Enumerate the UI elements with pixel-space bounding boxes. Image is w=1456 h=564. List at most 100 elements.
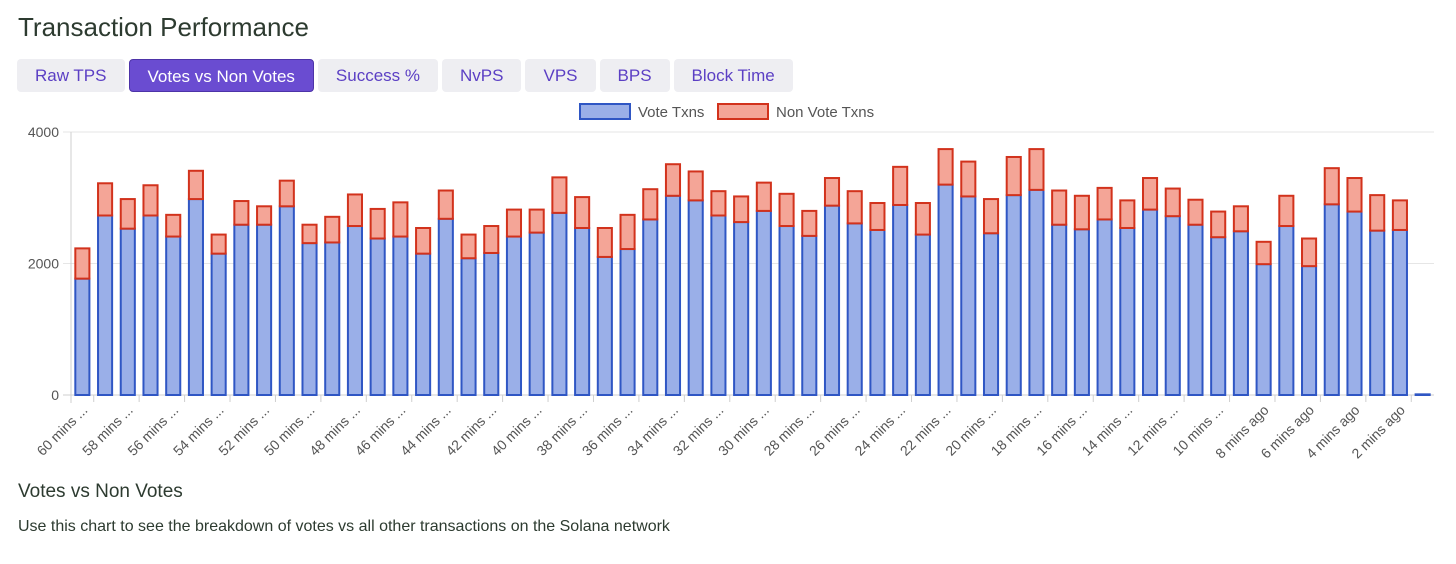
bar-non-vote-txns — [755, 181, 772, 212]
bar-non-vote-txns — [1187, 198, 1204, 226]
bar-vote-txns — [1301, 265, 1318, 396]
tab-bps[interactable]: BPS — [599, 59, 670, 92]
section-title: Votes vs Non Votes — [18, 481, 183, 502]
bar-vote-txns — [1323, 203, 1340, 396]
bar-non-vote-txns — [1255, 240, 1272, 266]
bar-non-vote-txns — [1119, 199, 1136, 229]
bar-vote-txns — [1278, 225, 1295, 396]
bar-non-vote-txns — [1323, 167, 1340, 206]
bar-non-vote-txns — [960, 160, 977, 198]
bar-vote-txns — [324, 241, 341, 396]
bar-vote-txns — [1391, 228, 1408, 396]
bar-vote-txns — [437, 217, 454, 397]
bar-non-vote-txns — [1164, 187, 1181, 218]
bar-non-vote-txns — [914, 202, 931, 236]
bar-non-vote-txns — [369, 207, 386, 240]
legend-swatch-vote-txns — [579, 103, 631, 120]
bar-vote-txns — [483, 251, 500, 396]
y-tick-label: 2000 — [28, 256, 59, 272]
bar-vote-txns — [1141, 208, 1159, 396]
bar-non-vote-txns — [1369, 194, 1386, 232]
bar-vote-txns — [119, 227, 136, 396]
bar-vote-txns — [1164, 215, 1181, 396]
bar-non-vote-txns — [74, 247, 91, 280]
bar-vote-txns — [982, 232, 1000, 396]
bar-non-vote-txns — [97, 182, 114, 217]
bar-vote-txns — [778, 225, 795, 396]
bar-vote-txns — [74, 277, 91, 396]
bar-non-vote-txns — [642, 188, 659, 221]
bar-vote-txns — [1005, 194, 1022, 397]
section-description: Use this chart to see the breakdown of v… — [18, 518, 670, 535]
tab-raw-tps[interactable]: Raw TPS — [17, 59, 125, 92]
bar-non-vote-txns — [1301, 237, 1318, 268]
bar-non-vote-txns — [392, 201, 409, 238]
chart-tabs: Raw TPS Votes vs Non Votes Success % NvP… — [17, 59, 793, 92]
tab-votes-vs-non-votes[interactable]: Votes vs Non Votes — [128, 59, 314, 92]
bar-non-vote-txns — [301, 223, 318, 245]
bar-vote-txns — [801, 234, 818, 396]
bar-vote-txns — [710, 214, 727, 396]
bar-non-vote-txns — [483, 225, 500, 254]
bar-non-vote-txns — [551, 176, 568, 214]
bar-vote-txns — [664, 194, 682, 396]
bar-vote-txns — [1346, 210, 1363, 397]
bar-non-vote-txns — [505, 208, 523, 238]
bar-vote-txns — [233, 223, 250, 396]
bar-non-vote-txns — [278, 179, 295, 208]
tab-block-time[interactable]: Block Time — [673, 59, 793, 92]
tab-success-percent[interactable]: Success % — [317, 59, 439, 92]
bar-vote-txns — [1232, 230, 1249, 396]
bar-vote-txns — [1073, 228, 1090, 396]
bar-vote-txns — [301, 242, 318, 396]
tab-vps[interactable]: VPS — [525, 59, 596, 92]
bar-vote-txns — [846, 222, 863, 396]
bar-non-vote-txns — [710, 190, 727, 217]
bar-non-vote-txns — [119, 198, 136, 230]
bar-vote-txns — [278, 205, 295, 396]
bar-non-vote-txns — [574, 196, 591, 229]
bar-non-vote-txns — [256, 205, 273, 226]
bar-non-vote-txns — [1096, 186, 1113, 221]
bar-non-vote-txns — [1073, 194, 1090, 231]
bar-non-vote-txns — [1391, 199, 1408, 231]
bar-vote-txns — [256, 223, 273, 396]
bar-non-vote-txns — [210, 233, 227, 255]
bar-vote-txns — [1187, 223, 1204, 396]
bar-non-vote-txns — [937, 148, 954, 186]
page-title: Transaction Performance — [18, 12, 309, 42]
legend-label-non-vote-txns: Non Vote Txns — [776, 104, 874, 121]
bar-non-vote-txns — [415, 226, 432, 255]
bar-vote-txns — [1028, 188, 1045, 396]
bar-vote-txns — [1119, 226, 1136, 396]
bar-vote-txns — [210, 252, 227, 396]
bar-vote-txns — [619, 248, 636, 396]
bar-vote-txns — [460, 257, 477, 396]
bar-vote-txns — [551, 211, 568, 396]
bar-non-vote-txns — [460, 233, 477, 260]
bar-non-vote-txns — [982, 198, 1000, 235]
bar-vote-txns — [823, 204, 841, 396]
bar-vote-txns — [369, 237, 386, 396]
bar-non-vote-txns — [664, 163, 682, 197]
y-tick-label: 4000 — [28, 124, 59, 140]
bar-non-vote-txns — [1141, 177, 1159, 211]
bar-vote-txns — [1369, 229, 1386, 396]
y-tick-label: 0 — [51, 387, 59, 403]
bar-non-vote-txns — [687, 170, 704, 202]
bar-vote-txns — [937, 183, 954, 396]
bar-vote-txns — [187, 198, 204, 396]
bar-non-vote-txns — [233, 200, 250, 226]
bar-non-vote-txns — [346, 193, 364, 228]
bar-non-vote-txns — [142, 184, 159, 217]
bar-non-vote-txns — [869, 202, 886, 231]
tab-nvps[interactable]: NvPS — [442, 59, 522, 92]
bar-vote-txns — [415, 252, 432, 396]
bar-non-vote-txns — [1005, 155, 1022, 197]
bar-non-vote-txns — [801, 209, 818, 237]
bar-non-vote-txns — [165, 213, 182, 238]
bar-non-vote-txns — [1210, 210, 1227, 239]
bar-vote-txns — [733, 221, 750, 396]
bar-vote-txns — [642, 218, 659, 397]
